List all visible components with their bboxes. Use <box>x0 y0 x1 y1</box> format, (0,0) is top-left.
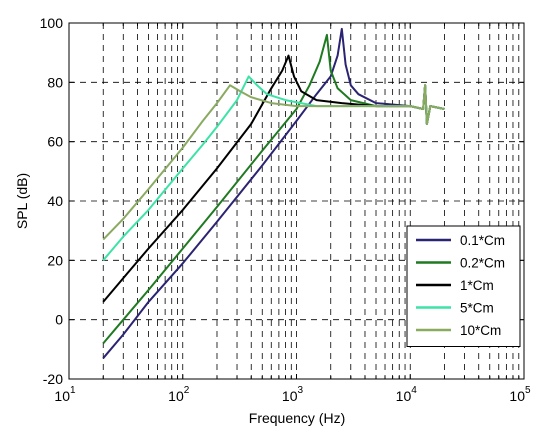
legend-label: 1*Cm <box>460 278 494 293</box>
y-tick-label: 40 <box>47 193 63 209</box>
y-tick-label: 100 <box>40 15 64 31</box>
x-tick-label: 102 <box>168 385 190 404</box>
x-tick-label: 101 <box>54 385 76 404</box>
grid <box>69 23 524 379</box>
x-tick-label: 104 <box>396 385 418 404</box>
y-tick-label: 80 <box>47 74 63 90</box>
legend: 0.1*Cm 0.2*Cm 1*Cm 5*Cm 10*Cm <box>406 225 521 347</box>
series-line-5 <box>102 84 445 241</box>
legend-label: 0.2*Cm <box>460 256 505 271</box>
legend-label: 10*Cm <box>460 323 501 338</box>
x-tick-label: 105 <box>509 385 531 404</box>
y-tick-label: -20 <box>43 371 63 387</box>
y-tick-label: 0 <box>55 312 63 328</box>
x-axis-label: Frequency (Hz) <box>249 410 345 426</box>
y-tick-label: 60 <box>47 134 63 150</box>
y-axis-label: SPL (dB) <box>14 173 30 229</box>
x-tick-label: 103 <box>282 385 304 404</box>
legend-label: 0.1*Cm <box>460 233 505 248</box>
series-lines <box>102 27 445 359</box>
y-tick-label: 20 <box>47 252 63 268</box>
legend-label: 5*Cm <box>460 301 494 316</box>
